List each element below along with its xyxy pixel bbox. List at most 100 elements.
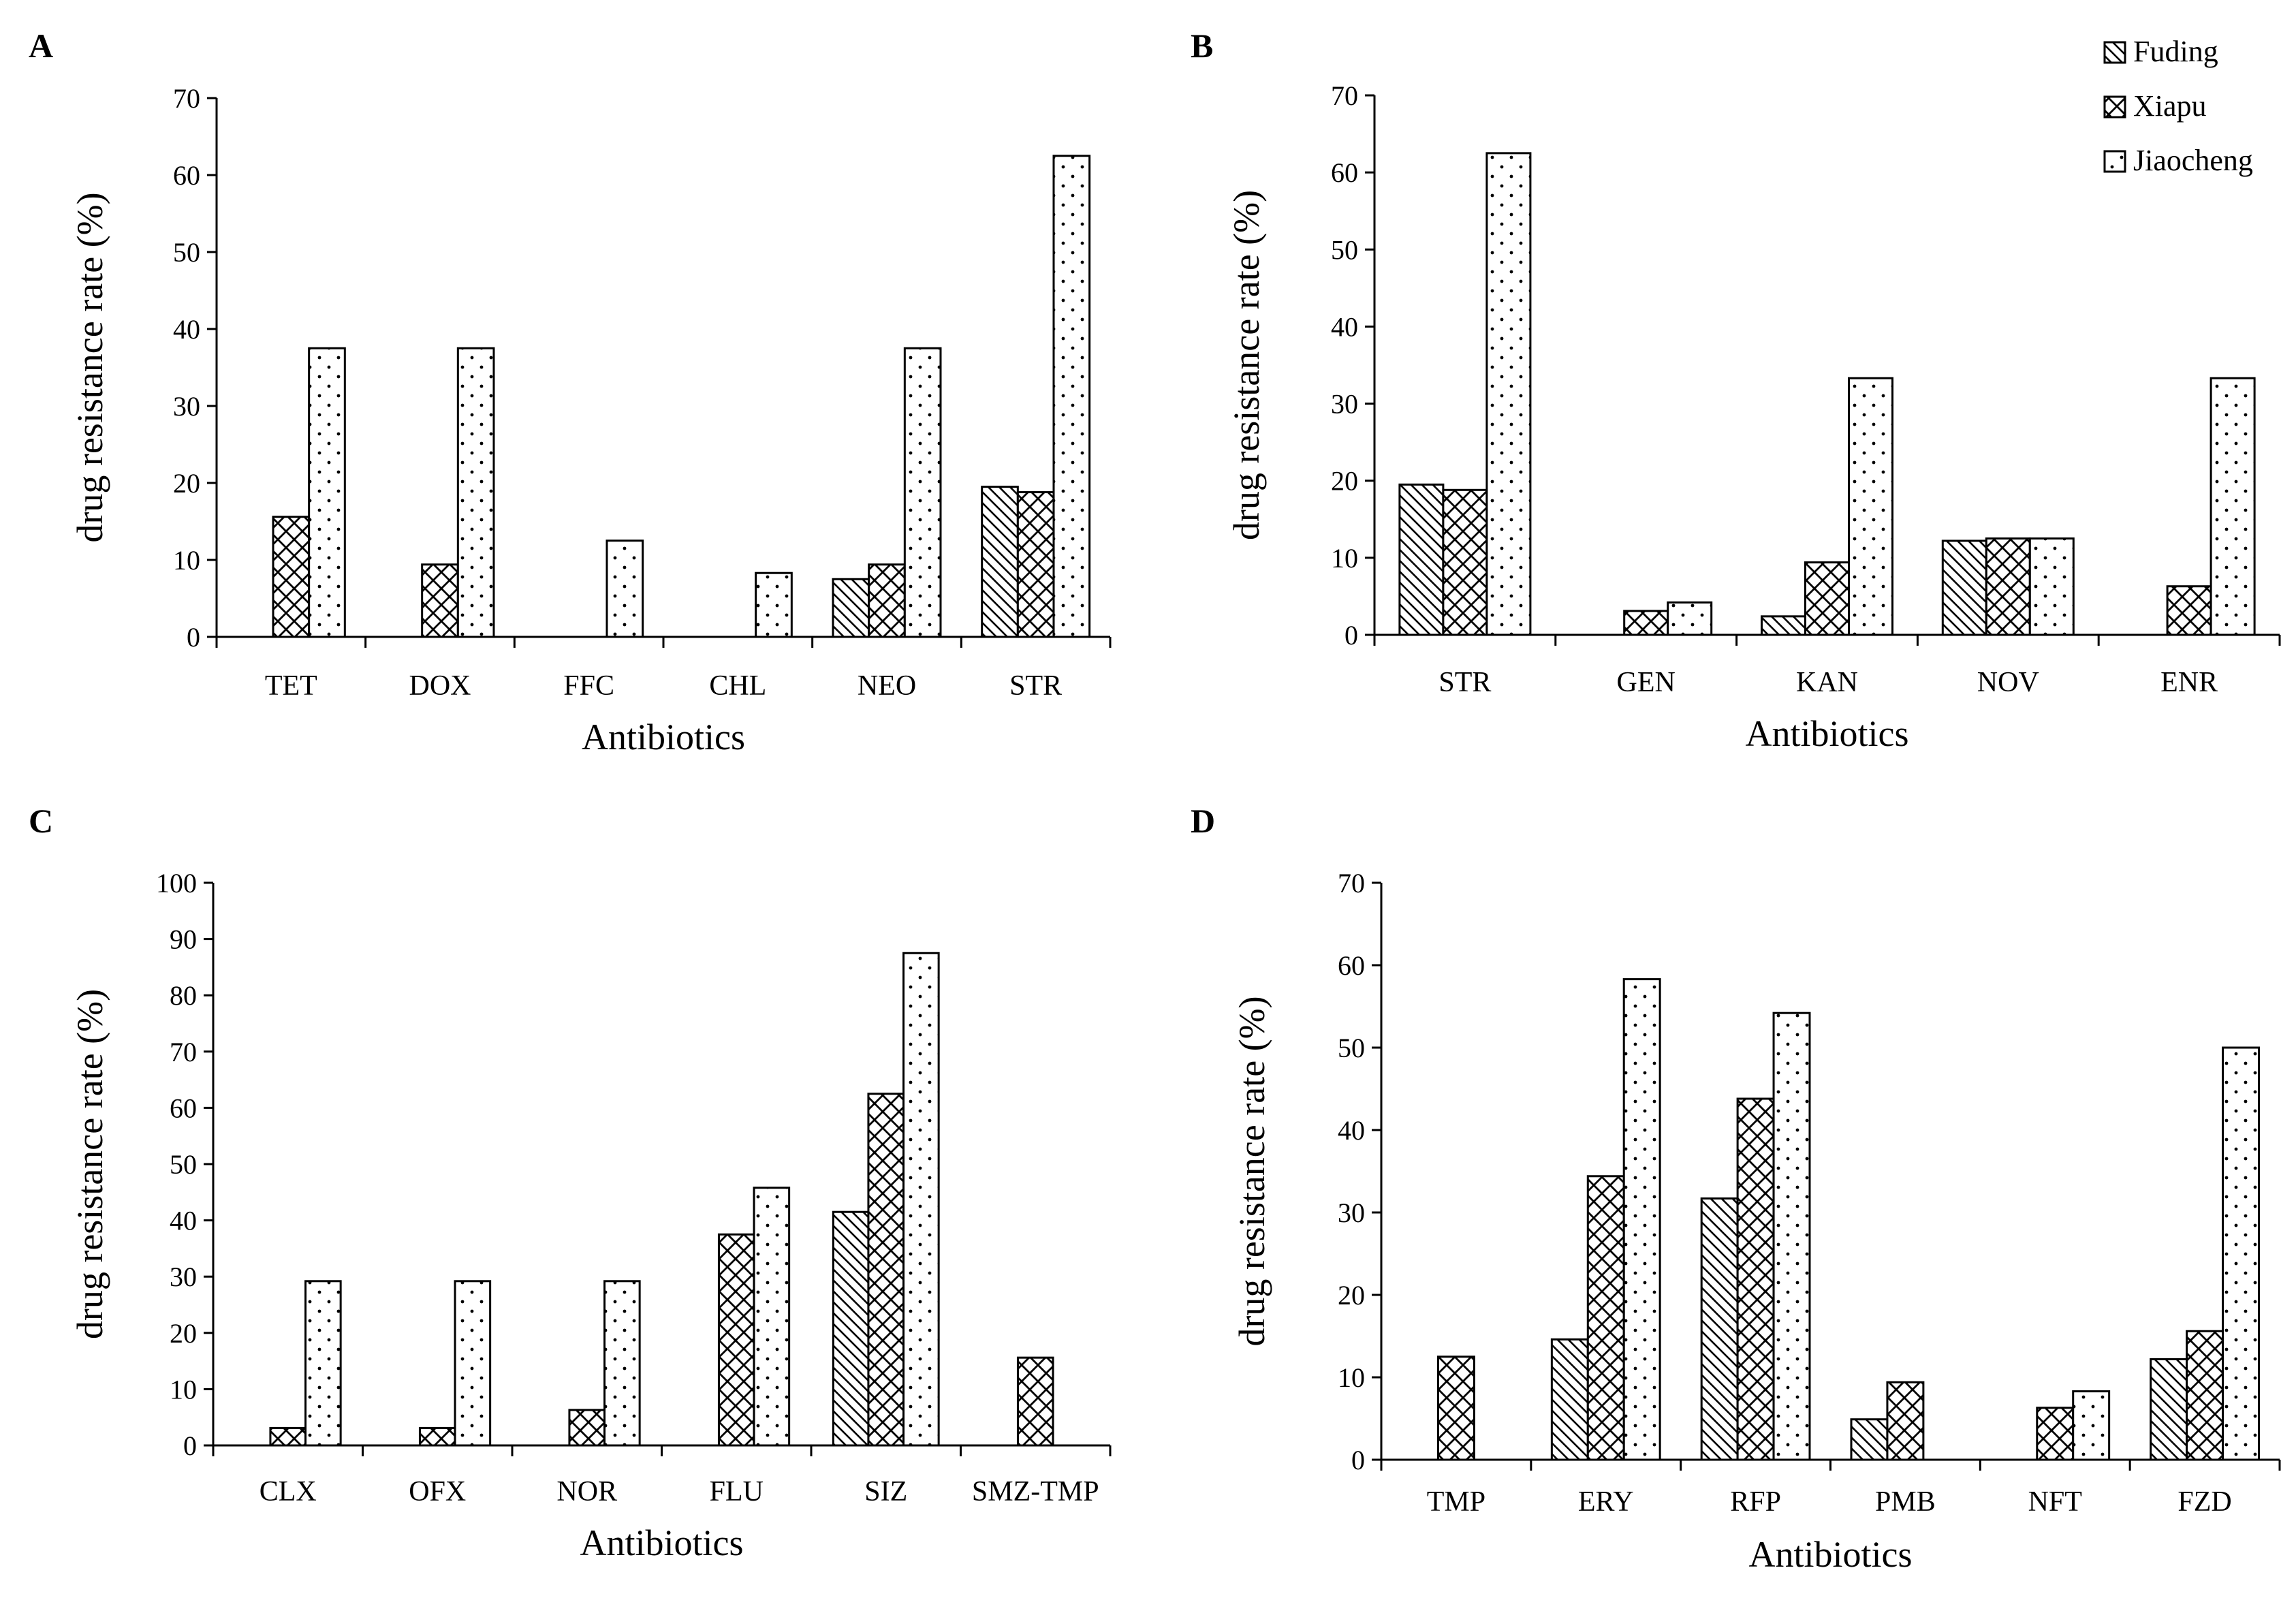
y-tick-label: 0	[183, 1430, 197, 1461]
bar-xiapu-ofx	[418, 1426, 456, 1447]
y-tick-label: 10	[1331, 543, 1358, 574]
y-axis-title: drug resistance rate (%)	[69, 192, 110, 542]
x-tick-label-nov: NOV	[1977, 667, 2039, 698]
bar-jiaocheng-nft	[2072, 1390, 2111, 1461]
y-tick-label: 30	[1331, 389, 1358, 420]
bar-jiaocheng-ofx	[454, 1280, 492, 1447]
x-tick-label-ery: ERY	[1578, 1486, 1634, 1518]
bar-jiaocheng-ffc	[606, 539, 644, 638]
x-tick-label-clx: CLX	[260, 1476, 317, 1507]
bar-fuding-rfp	[1700, 1197, 1739, 1461]
y-tick-label: 30	[1338, 1197, 1365, 1228]
y-tick-label: 50	[170, 1149, 197, 1180]
y-tick-label: 0	[187, 622, 200, 653]
bar-jiaocheng-rfp	[1772, 1012, 1811, 1461]
x-tick-label-fzd: FZD	[2177, 1486, 2231, 1518]
bar-xiapu-ery	[1586, 1175, 1625, 1461]
bar-xiapu-nft	[2036, 1407, 2075, 1461]
panel-b: B 0 10 20 30 40 50 60 70 drug resistance rate (%)…	[1191, 27, 2281, 754]
x-axis-title: Antibiotics	[580, 1522, 744, 1563]
bar-xiapu-fzd	[2186, 1330, 2224, 1461]
y-tick-label: 60	[1331, 157, 1358, 188]
bar-xiapu-clx	[269, 1426, 307, 1447]
x-tick-label-ffc: FFC	[563, 670, 614, 702]
y-axis-title: drug resistance rate (%)	[1226, 190, 1267, 540]
y-tick-label: 60	[1338, 950, 1365, 981]
bar-jiaocheng-nov	[2028, 537, 2075, 636]
bar-jiaocheng-enr	[2209, 377, 2256, 636]
bar-xiapu-enr	[2166, 585, 2212, 636]
x-tick-label-ofx: OFX	[409, 1476, 466, 1507]
bar-xiapu-pmb	[1886, 1381, 1925, 1461]
x-tick-label-str: STR	[1009, 670, 1062, 702]
bar-jiaocheng-fzd	[2222, 1046, 2260, 1461]
x-tick-label-gen: GEN	[1617, 667, 1676, 698]
panel-c: C 0 10 20 30 40 50 60 70 80 90 100 drug resistance r…	[29, 802, 1112, 1563]
panel-d: D 0 10 20 30 40 50 60 70 drug resistance rate (%)…	[1191, 802, 2281, 1575]
legend-swatch-fuding	[2103, 41, 2126, 64]
x-tick-label-tet: TET	[265, 670, 317, 702]
y-tick-label: 30	[173, 391, 200, 422]
panel-letter: A	[29, 27, 53, 65]
x-tick-label-siz: SIZ	[864, 1476, 907, 1507]
bar-jiaocheng-gen	[1667, 601, 1713, 636]
bar-xiapu-nor	[568, 1409, 606, 1447]
y-tick-label: 20	[1338, 1280, 1365, 1311]
bar-fuding-nov	[1941, 539, 1987, 636]
bar-xiapu-kan	[1804, 561, 1851, 636]
y-tick-label: 70	[1338, 868, 1365, 898]
y-tick-label: 90	[170, 924, 197, 955]
bar-jiaocheng-str	[1052, 155, 1091, 638]
y-tick-label: 50	[1331, 234, 1358, 265]
y-tick-label: 0	[1351, 1445, 1365, 1475]
y-tick-label: 10	[173, 545, 200, 576]
x-tick-label-nor: NOR	[556, 1476, 617, 1507]
y-tick-label: 40	[173, 314, 200, 345]
y-tick-label: 70	[1331, 80, 1358, 111]
bar-fuding-str	[981, 486, 1019, 638]
x-tick-label-chl: CHL	[709, 670, 766, 702]
bar-fuding-kan	[1760, 615, 1806, 636]
bar-xiapu-rfp	[1736, 1097, 1775, 1461]
bar-fuding-str	[1398, 483, 1445, 636]
x-tick-label-flu: FLU	[710, 1476, 764, 1507]
x-tick-label-neo: NEO	[858, 670, 916, 702]
x-axis-title: Antibiotics	[1749, 1534, 1913, 1575]
bar-xiapu-tet	[272, 516, 311, 638]
bar-jiaocheng-str	[1485, 152, 1532, 636]
y-tick-label: 20	[170, 1318, 197, 1349]
x-tick-label-rfp: RFP	[1730, 1486, 1781, 1518]
y-tick-label: 80	[170, 980, 197, 1011]
x-axis-title: Antibiotics	[1746, 713, 1909, 754]
bar-jiaocheng-tet	[308, 347, 346, 638]
x-tick-label-enr: ENR	[2160, 667, 2218, 698]
y-tick-label: 70	[170, 1037, 197, 1067]
bar-fuding-ery	[1550, 1338, 1589, 1461]
y-tick-label: 10	[170, 1374, 197, 1405]
bar-xiapu-flu	[717, 1233, 755, 1447]
y-tick-label: 60	[170, 1093, 197, 1123]
legend-swatch-xiapu	[2103, 95, 2126, 119]
bar-fuding-siz	[832, 1210, 870, 1447]
panel-letter: D	[1191, 802, 1215, 840]
bar-xiapu-str	[1442, 488, 1488, 636]
y-tick-label: 50	[1338, 1033, 1365, 1063]
bar-jiaocheng-dox	[456, 347, 495, 638]
y-tick-label: 30	[170, 1262, 197, 1292]
x-tick-label-tmp: TMP	[1427, 1486, 1485, 1518]
x-tick-label-smz-tmp: SMZ-TMP	[972, 1476, 1099, 1507]
bar-jiaocheng-nor	[603, 1280, 641, 1447]
legend-swatch-jiaocheng	[2103, 150, 2126, 173]
y-tick-label: 40	[170, 1206, 197, 1236]
bar-jiaocheng-flu	[753, 1187, 791, 1447]
legend-label-jiaocheng: Jiaocheng	[2133, 144, 2253, 177]
bar-xiapu-str	[1016, 491, 1055, 638]
bar-xiapu-nov	[1985, 537, 2031, 636]
y-tick-label: 70	[173, 83, 200, 114]
bar-fuding-fzd	[2150, 1358, 2188, 1461]
bar-xiapu-dox	[421, 563, 459, 638]
bar-xiapu-gen	[1623, 610, 1669, 636]
bar-fuding-pmb	[1850, 1418, 1889, 1461]
panel-letter: B	[1191, 27, 1213, 65]
